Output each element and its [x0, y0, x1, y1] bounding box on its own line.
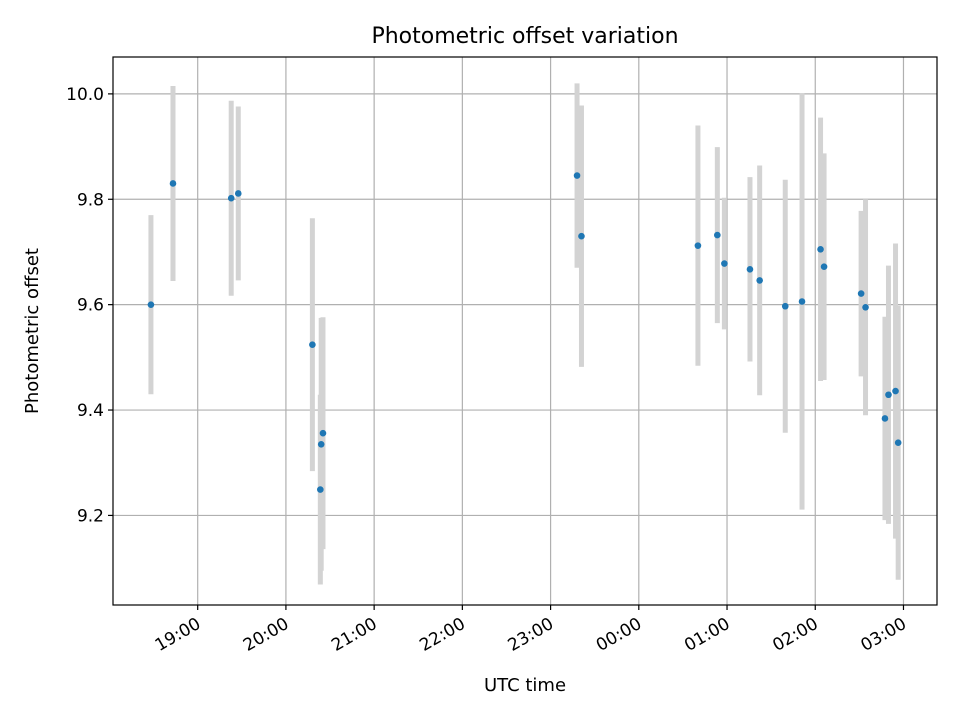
data-point	[147, 301, 155, 308]
y-tick-label: 9.6	[77, 296, 104, 316]
y-tick-label: 9.4	[77, 401, 104, 421]
data-point	[234, 190, 242, 197]
data-point	[857, 290, 865, 297]
data-point	[820, 263, 828, 271]
chart-title: Photometric offset variation	[371, 24, 678, 49]
data-point	[309, 341, 316, 349]
data-point	[721, 260, 728, 267]
data-point	[892, 387, 899, 395]
data-points	[147, 172, 902, 493]
data-point	[714, 231, 721, 239]
data-point	[573, 172, 581, 179]
x-axis-label: UTC time	[484, 675, 566, 696]
plot-area-frame	[112, 56, 938, 606]
data-point	[319, 429, 327, 437]
data-point	[317, 440, 325, 448]
data-point	[881, 415, 889, 422]
data-point	[817, 246, 824, 253]
y-axis-label: Photometric offset	[22, 248, 43, 414]
data-point	[169, 180, 177, 187]
y-tick-label: 9.2	[77, 506, 104, 526]
data-point	[746, 266, 754, 273]
data-point	[885, 391, 892, 399]
data-point	[227, 194, 235, 202]
data-point	[894, 439, 902, 447]
y-tick-label: 10.0	[66, 85, 104, 105]
data-point	[862, 303, 869, 311]
data-point	[798, 298, 806, 305]
data-point	[317, 486, 324, 493]
y-axis: 9.2 9.4 9.6 9.8 10.0	[66, 85, 113, 526]
y-tick-label: 9.8	[77, 190, 104, 210]
data-point	[694, 242, 702, 249]
data-point	[578, 232, 585, 240]
data-point	[781, 302, 789, 310]
data-point	[756, 277, 763, 284]
